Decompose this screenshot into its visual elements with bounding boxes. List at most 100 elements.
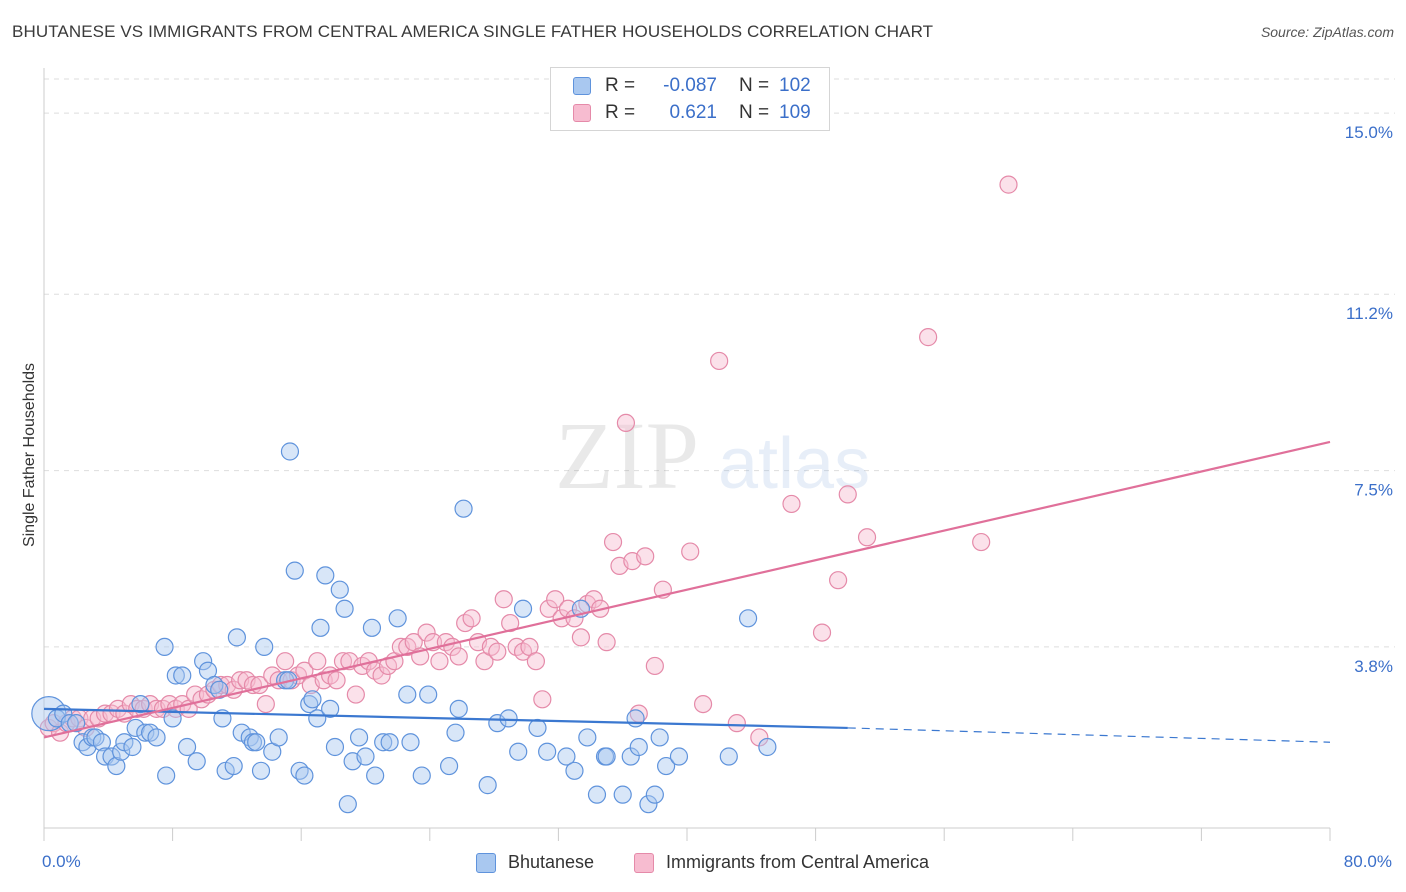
- point-bhutanese: [366, 766, 385, 785]
- point-central-america: [693, 694, 713, 714]
- point-bhutanese: [177, 737, 197, 757]
- point-bhutanese: [187, 752, 206, 771]
- series-legend: Bhutanese Immigrants from Central Americ…: [0, 852, 1406, 878]
- trendline-bhutanese-extension: [847, 727, 1331, 743]
- axes: [43, 68, 1331, 841]
- point-bhutanese: [565, 761, 584, 780]
- point-central-america: [256, 694, 275, 714]
- legend-label-central-america: Immigrants from Central America: [666, 852, 930, 872]
- point-bhutanese: [557, 747, 576, 766]
- point-central-america: [417, 623, 436, 642]
- point-central-america: [681, 542, 700, 561]
- point-central-america: [327, 671, 346, 690]
- point-central-america: [782, 494, 801, 514]
- point-central-america: [571, 628, 591, 647]
- point-bhutanese: [597, 747, 616, 766]
- y-tick-label: 3.8%: [1354, 657, 1393, 676]
- series-bhutanese: [31, 442, 777, 814]
- legend-swatch-bhutanese: [476, 852, 496, 873]
- legend-n-value: 109: [779, 102, 811, 123]
- point-central-america: [372, 666, 391, 685]
- y-tick-labels: 3.8% 7.5% 11.2% 15.0%: [1345, 123, 1393, 676]
- legend-item-bhutanese[interactable]: Bhutanese: [476, 852, 594, 873]
- point-bhutanese: [295, 766, 314, 785]
- correlation-legend: R = -0.087 N = 102 R = 0.621 N = 109: [550, 67, 830, 131]
- point-central-america: [597, 633, 616, 652]
- point-central-america: [584, 590, 603, 609]
- point-bhutanese: [227, 628, 246, 647]
- point-bhutanese: [303, 690, 322, 709]
- y-tick-label: 7.5%: [1354, 481, 1393, 500]
- point-central-america: [972, 532, 991, 552]
- point-bhutanese: [136, 723, 155, 742]
- watermark: ZIP atlas: [555, 402, 870, 509]
- point-bhutanese: [374, 733, 393, 752]
- point-bhutanese: [325, 737, 345, 757]
- point-central-america: [488, 642, 507, 661]
- trend-lines: [43, 440, 1331, 743]
- point-bhutanese: [255, 637, 274, 656]
- legend-swatch-central-america: [573, 104, 591, 122]
- trendline-central-america: [43, 440, 1331, 739]
- point-bhutanese: [194, 652, 213, 671]
- point-bhutanese: [719, 747, 738, 766]
- x-tick-label-min: 0.0%: [42, 852, 81, 871]
- point-bhutanese: [31, 696, 67, 732]
- point-bhutanese: [538, 742, 557, 761]
- point-bhutanese: [513, 599, 533, 618]
- point-bhutanese: [126, 718, 145, 738]
- point-bhutanese: [92, 733, 111, 752]
- point-central-america: [462, 609, 481, 628]
- point-bhutanese: [439, 756, 459, 776]
- point-central-america: [346, 685, 365, 704]
- point-bhutanese: [380, 733, 399, 752]
- point-central-america: [645, 656, 664, 676]
- point-bhutanese: [449, 699, 468, 718]
- point-bhutanese: [639, 795, 658, 814]
- point-bhutanese: [613, 785, 632, 804]
- point-central-america: [919, 328, 938, 347]
- point-bhutanese: [321, 699, 340, 718]
- point-bhutanese: [578, 728, 597, 747]
- point-central-america: [526, 652, 545, 671]
- legend-swatch-bhutanese: [573, 77, 591, 95]
- legend-n-value: 102: [779, 75, 811, 96]
- point-bhutanese: [157, 766, 176, 785]
- point-bhutanese: [280, 442, 300, 461]
- legend-n-label: N =: [739, 75, 770, 96]
- point-bhutanese: [330, 580, 349, 599]
- point-bhutanese: [629, 737, 648, 757]
- point-bhutanese: [650, 728, 669, 747]
- point-central-america: [539, 599, 558, 618]
- x-tick-label-max: 80.0%: [1343, 852, 1392, 871]
- point-bhutanese: [528, 718, 547, 738]
- legend-r-value: 0.621: [669, 102, 717, 123]
- point-bhutanese: [626, 709, 645, 728]
- legend-item-central-america[interactable]: Immigrants from Central America: [634, 852, 929, 873]
- point-bhutanese: [657, 756, 676, 776]
- point-central-america: [449, 647, 468, 666]
- legend-n-label: N =: [739, 102, 770, 123]
- point-bhutanese: [173, 666, 192, 685]
- point-bhutanese: [412, 766, 431, 785]
- y-tick-label: 15.0%: [1345, 123, 1393, 142]
- point-bhutanese: [251, 761, 271, 780]
- point-bhutanese: [478, 776, 497, 795]
- point-bhutanese: [388, 609, 407, 628]
- y-tick-label: 11.2%: [1346, 304, 1393, 323]
- point-bhutanese: [102, 747, 121, 766]
- legend-row-bhutanese: R = -0.087 N = 102: [573, 73, 811, 99]
- point-bhutanese: [123, 737, 142, 757]
- point-bhutanese: [147, 728, 166, 747]
- point-bhutanese: [131, 694, 150, 714]
- legend-row-central-america: R = 0.621 N = 109: [573, 100, 811, 126]
- point-bhutanese: [335, 599, 354, 618]
- point-central-america: [636, 547, 655, 566]
- point-bhutanese: [499, 709, 518, 728]
- point-central-america: [999, 175, 1018, 194]
- point-central-america: [276, 652, 295, 671]
- point-bhutanese: [163, 709, 182, 728]
- point-bhutanese: [758, 737, 777, 757]
- point-bhutanese: [155, 637, 174, 656]
